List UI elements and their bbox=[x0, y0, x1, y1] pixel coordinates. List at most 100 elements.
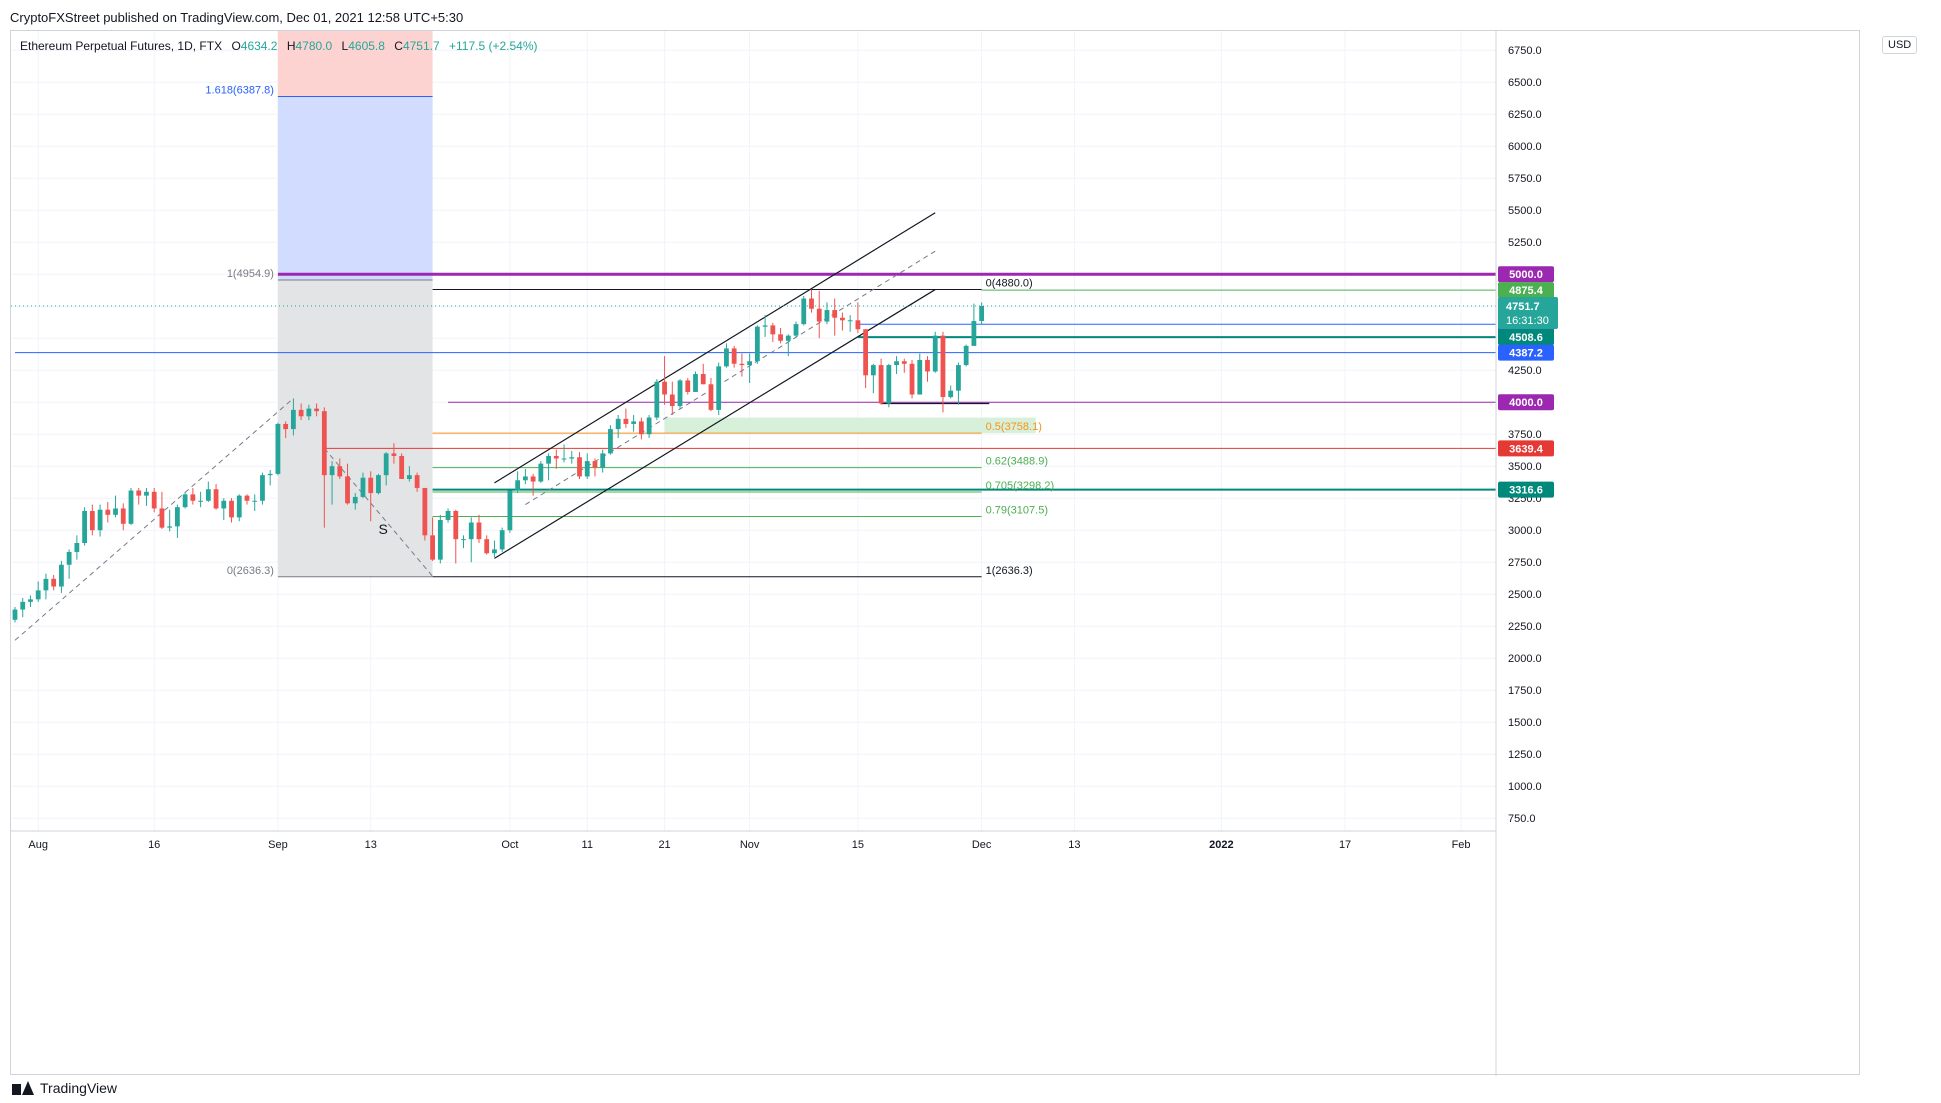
candle-body bbox=[267, 473, 273, 476]
fib-ret-label: 0.79(3107.5) bbox=[986, 504, 1048, 516]
symbol-legend: Ethereum Perpetual Futures, 1D, FTX O463… bbox=[20, 39, 538, 53]
candle-body bbox=[66, 551, 72, 565]
price-chart[interactable]: 1.618(6387.8) 1(4954.9) 0(2636.3) 0(4880.0)… bbox=[11, 31, 1861, 1076]
price-axis: 750.0 1000.0 1250.0 1500.0 1750.0 2000.0 2250.… bbox=[1495, 31, 1542, 1076]
candle-body bbox=[669, 394, 675, 407]
channel-upper bbox=[494, 212, 936, 484]
candle-body bbox=[329, 466, 335, 476]
fib-ext-zone-red bbox=[277, 31, 433, 97]
candle-body bbox=[499, 530, 505, 550]
price-tick-label: 3500.0 bbox=[1508, 461, 1542, 473]
open-value: 4634.2 bbox=[240, 39, 278, 53]
close-key: C bbox=[394, 39, 403, 53]
candle-body bbox=[406, 475, 412, 479]
price-badge bbox=[1498, 344, 1554, 361]
price-tick-label: 2500.0 bbox=[1508, 589, 1542, 601]
candle-body bbox=[337, 466, 343, 477]
candle-body bbox=[546, 455, 551, 464]
candle-body bbox=[693, 374, 698, 392]
candle-body bbox=[453, 511, 459, 540]
time-tick-label: Feb bbox=[1452, 839, 1471, 851]
candle-body bbox=[816, 308, 822, 322]
price-badge bbox=[1498, 266, 1554, 283]
candle-body bbox=[932, 335, 938, 372]
price-tick-label: 6500.0 bbox=[1508, 77, 1542, 89]
high-value: 4780.0 bbox=[295, 39, 333, 53]
candle-body bbox=[677, 380, 683, 407]
candle-body bbox=[468, 522, 474, 540]
price-tick-label: 1000.0 bbox=[1508, 781, 1542, 793]
time-tick-label: Aug bbox=[28, 839, 48, 851]
candle-body bbox=[321, 411, 327, 476]
fib-ext-label: 1.618(6387.8) bbox=[205, 85, 274, 97]
price-badge-label: 4000.0 bbox=[1509, 397, 1543, 409]
candle-body bbox=[917, 359, 923, 395]
chart-frame: 1.618(6387.8) 1(4954.9) 0(2636.3) 0(4880.0)… bbox=[10, 30, 1861, 1076]
candle-body bbox=[43, 578, 49, 591]
candle-body bbox=[113, 508, 118, 515]
candle-body bbox=[59, 564, 64, 587]
candle-body bbox=[840, 317, 845, 321]
candle-body bbox=[615, 418, 621, 430]
candle-body bbox=[492, 549, 497, 554]
candle-body bbox=[51, 578, 57, 587]
fib-ret-label: 0(4880.0) bbox=[986, 278, 1033, 290]
candle-body bbox=[739, 363, 745, 366]
candle-body bbox=[205, 489, 211, 501]
brand-name: TradingView bbox=[40, 1080, 118, 1096]
candle-body bbox=[151, 491, 157, 509]
trendline bbox=[14, 397, 294, 641]
candle-body bbox=[708, 384, 714, 410]
price-badge bbox=[1498, 440, 1554, 457]
candle-body bbox=[213, 489, 219, 509]
candle-body bbox=[28, 599, 33, 602]
price-badge-label: 4875.4 bbox=[1509, 285, 1544, 297]
tradingview-branding[interactable]: TradingView bbox=[12, 1080, 117, 1096]
candle-body bbox=[847, 320, 853, 322]
candle-body bbox=[940, 335, 946, 398]
candle-body bbox=[229, 500, 234, 518]
candle-body bbox=[515, 480, 521, 491]
candle-body bbox=[584, 461, 590, 477]
time-tick-label: 2022 bbox=[1209, 839, 1233, 851]
price-tick-label: 3000.0 bbox=[1508, 525, 1542, 537]
candle-body bbox=[530, 476, 536, 482]
close-value: 4751.7 bbox=[402, 39, 440, 53]
candle-body bbox=[120, 508, 126, 524]
candle-body bbox=[306, 408, 312, 417]
candle-body bbox=[283, 423, 289, 430]
price-tick-label: 5250.0 bbox=[1508, 237, 1542, 249]
time-axis: Aug 16 Sep 13 Oct 11 21 Nov 15 Dec 13 2022 17 Feb bbox=[11, 830, 1496, 851]
candle-body bbox=[198, 500, 203, 502]
price-badge-label: 3639.4 bbox=[1509, 443, 1544, 455]
time-tick-label: Sep bbox=[268, 839, 288, 851]
price-tick-label: 5750.0 bbox=[1508, 173, 1542, 185]
price-tick-label: 2750.0 bbox=[1508, 557, 1542, 569]
fib-ret-label: 1(2636.3) bbox=[986, 565, 1033, 577]
channel-lower bbox=[494, 289, 936, 559]
candle-body bbox=[368, 477, 374, 494]
candle-body bbox=[569, 457, 575, 459]
currency-button[interactable]: USD bbox=[1882, 36, 1918, 54]
change-value: +117.5 (+2.54%) bbox=[449, 39, 538, 53]
candle-body bbox=[646, 417, 652, 435]
pattern-annotation: S bbox=[378, 521, 387, 537]
candle-body bbox=[909, 363, 915, 395]
price-tick-label: 6750.0 bbox=[1508, 45, 1542, 57]
price-tick-label: 6000.0 bbox=[1508, 141, 1542, 153]
candle-body bbox=[956, 365, 961, 391]
fib-ext-zone-blue bbox=[277, 96, 433, 280]
candle-body bbox=[778, 334, 783, 341]
price-badge bbox=[1498, 329, 1554, 346]
price-badge bbox=[1498, 481, 1554, 498]
current-price-label: 4751.7 bbox=[1506, 301, 1540, 313]
candle-body bbox=[136, 490, 142, 496]
candle-body bbox=[360, 477, 366, 497]
candle-body bbox=[298, 409, 304, 417]
candle-body bbox=[275, 423, 281, 474]
price-tick-label: 4250.0 bbox=[1508, 365, 1542, 377]
candle-body bbox=[35, 590, 41, 600]
candle-body bbox=[167, 526, 173, 528]
price-badge-label: 4387.2 bbox=[1509, 348, 1543, 360]
candle-body bbox=[128, 490, 134, 524]
